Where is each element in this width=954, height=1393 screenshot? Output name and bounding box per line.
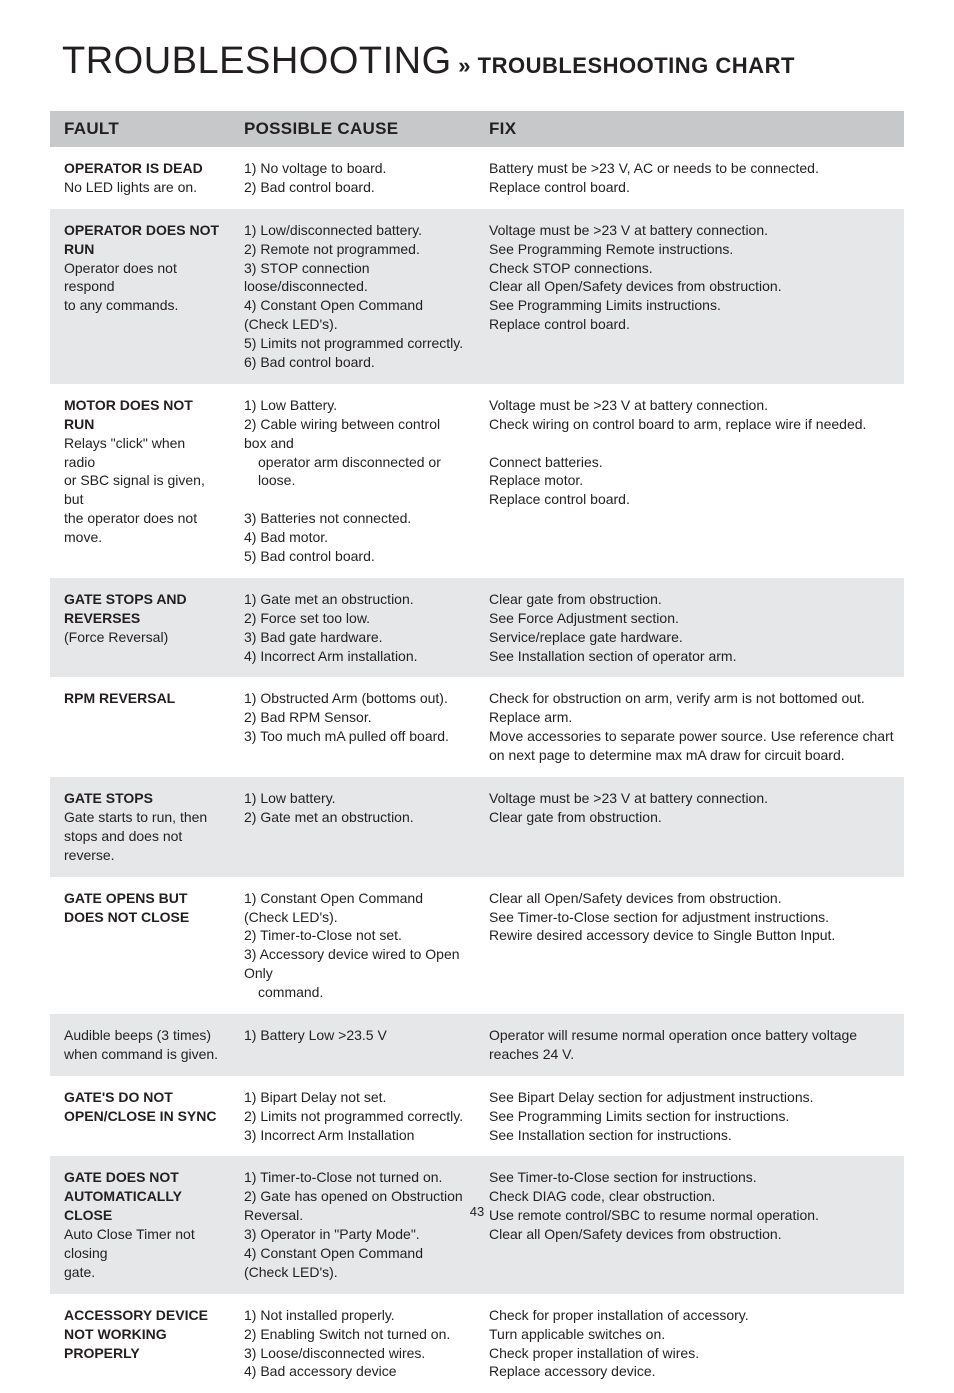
cause-cell: 1) Gate met an obstruction.2) Force set … <box>230 578 475 678</box>
table-row: OPERATOR IS DEADNo LED lights are on.1) … <box>50 147 904 209</box>
fix-cell: See Timer-to-Close section for instructi… <box>475 1156 904 1293</box>
cause-cell: 1) Not installed properly.2) Enabling Sw… <box>230 1294 475 1393</box>
cause-cell: 1) Obstructed Arm (bottoms out).2) Bad R… <box>230 677 475 777</box>
fix-cell: Battery must be >23 V, AC or needs to be… <box>475 147 904 209</box>
fix-cell: Voltage must be >23 V at battery connect… <box>475 384 904 578</box>
fault-cell: GATE OPENS BUT DOES NOT CLOSE <box>50 877 230 1014</box>
fix-cell: Check for obstruction on arm, verify arm… <box>475 677 904 777</box>
fault-cell: ACCESSORY DEVICE NOT WORKING PROPERLY <box>50 1294 230 1393</box>
cause-cell: 1) Battery Low >23.5 V <box>230 1014 475 1076</box>
fault-cell: GATE STOPSGate starts to run, thenstops … <box>50 777 230 877</box>
page-title: TROUBLESHOOTING » TROUBLESHOOTING CHART <box>62 40 904 83</box>
fault-cell: GATE DOES NOT AUTOMATICALLY CLOSEAuto Cl… <box>50 1156 230 1293</box>
table-row: GATE STOPSGate starts to run, thenstops … <box>50 777 904 877</box>
fix-cell: Check for proper installation of accesso… <box>475 1294 904 1393</box>
cause-cell: 1) Low/disconnected battery.2) Remote no… <box>230 209 475 384</box>
cause-cell: 1) Constant Open Command (Check LED's).2… <box>230 877 475 1014</box>
table-row: GATE STOPS AND REVERSES(Force Reversal)1… <box>50 578 904 678</box>
table-row: GATE DOES NOT AUTOMATICALLY CLOSEAuto Cl… <box>50 1156 904 1293</box>
title-sub: TROUBLESHOOTING CHART <box>478 53 795 78</box>
cause-cell: 1) No voltage to board.2) Bad control bo… <box>230 147 475 209</box>
cause-cell: 1) Bipart Delay not set.2) Limits not pr… <box>230 1076 475 1157</box>
fix-cell: Clear all Open/Safety devices from obstr… <box>475 877 904 1014</box>
fault-cell: GATE STOPS AND REVERSES(Force Reversal) <box>50 578 230 678</box>
title-sep: » <box>452 53 478 78</box>
fix-cell: See Bipart Delay section for adjustment … <box>475 1076 904 1157</box>
fault-cell: OPERATOR DOES NOT RUNOperator does not r… <box>50 209 230 384</box>
fix-cell: Voltage must be >23 V at battery connect… <box>475 777 904 877</box>
fault-cell: RPM REVERSAL <box>50 677 230 777</box>
fault-cell: GATE'S DO NOT OPEN/CLOSE IN SYNC <box>50 1076 230 1157</box>
fault-cell: OPERATOR IS DEADNo LED lights are on. <box>50 147 230 209</box>
table-row: ACCESSORY DEVICE NOT WORKING PROPERLY1) … <box>50 1294 904 1393</box>
page-number: 43 <box>0 1204 954 1219</box>
table-row: OPERATOR DOES NOT RUNOperator does not r… <box>50 209 904 384</box>
table-row: MOTOR DOES NOT RUNRelays "click" when ra… <box>50 384 904 578</box>
fault-cell: Audible beeps (3 times) when command is … <box>50 1014 230 1076</box>
table-row: GATE OPENS BUT DOES NOT CLOSE1) Constant… <box>50 877 904 1014</box>
troubleshooting-table: FAULT POSSIBLE CAUSE FIX OPERATOR IS DEA… <box>50 111 904 1393</box>
fix-cell: Operator will resume normal operation on… <box>475 1014 904 1076</box>
fix-cell: Clear gate from obstruction.See Force Ad… <box>475 578 904 678</box>
header-fix: FIX <box>475 111 904 147</box>
fault-cell: MOTOR DOES NOT RUNRelays "click" when ra… <box>50 384 230 578</box>
header-cause: POSSIBLE CAUSE <box>230 111 475 147</box>
cause-cell: 1) Low Battery.2) Cable wiring between c… <box>230 384 475 578</box>
fix-cell: Voltage must be >23 V at battery connect… <box>475 209 904 384</box>
cause-cell: 1) Timer-to-Close not turned on.2) Gate … <box>230 1156 475 1293</box>
header-fault: FAULT <box>50 111 230 147</box>
table-header-row: FAULT POSSIBLE CAUSE FIX <box>50 111 904 147</box>
cause-cell: 1) Low battery.2) Gate met an obstructio… <box>230 777 475 877</box>
table-row: Audible beeps (3 times) when command is … <box>50 1014 904 1076</box>
table-row: GATE'S DO NOT OPEN/CLOSE IN SYNC1) Bipar… <box>50 1076 904 1157</box>
title-main: TROUBLESHOOTING <box>62 40 452 82</box>
table-row: RPM REVERSAL1) Obstructed Arm (bottoms o… <box>50 677 904 777</box>
